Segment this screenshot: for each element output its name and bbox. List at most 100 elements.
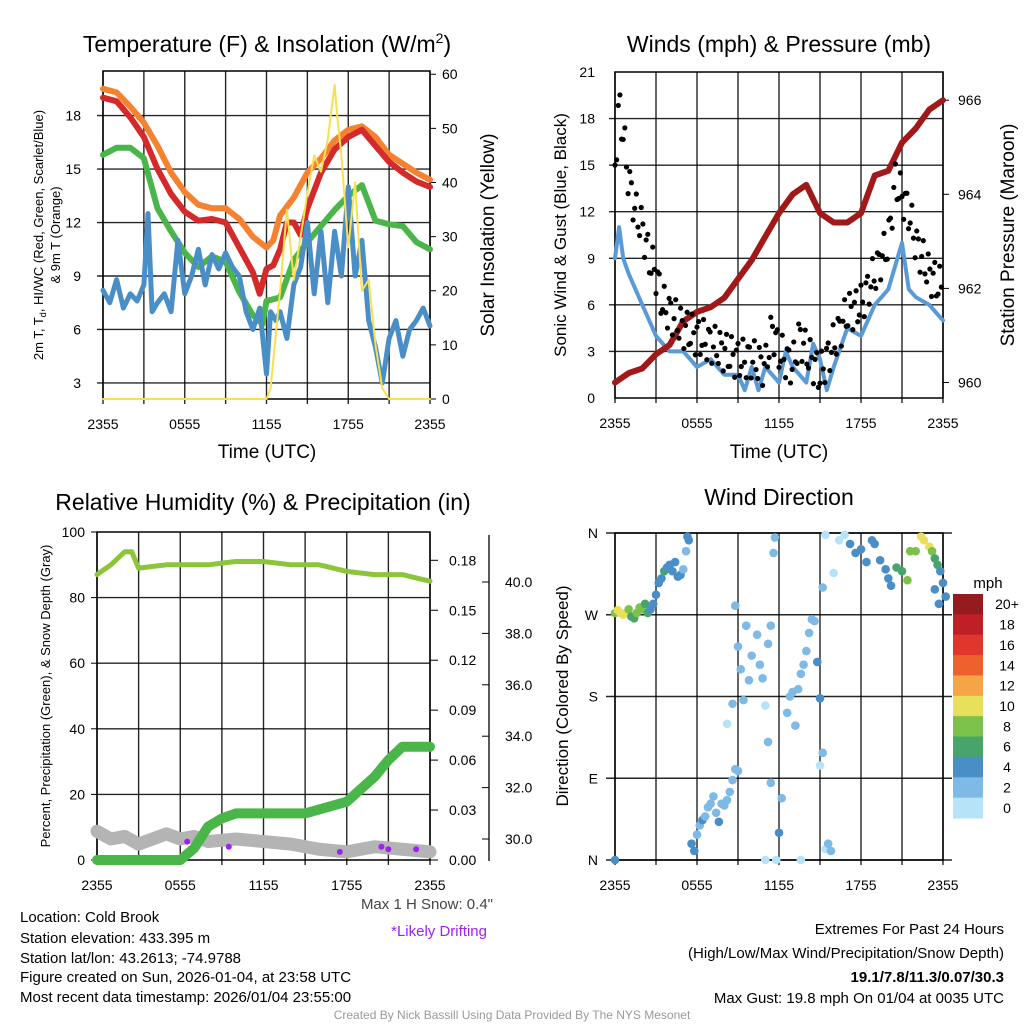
direction-point [796, 669, 806, 679]
direction-point [689, 846, 699, 856]
colorbar-label: 6 [1003, 739, 1011, 755]
gust-point [769, 323, 776, 329]
gust-point [727, 363, 733, 369]
y2-tick-label: 60 [442, 66, 458, 82]
gust-point [901, 216, 907, 222]
colorbar-label: 4 [1003, 759, 1011, 775]
gust-point [828, 349, 835, 355]
series-line-2m-t [100, 94, 433, 297]
x-tick-label: 1755 [845, 877, 876, 893]
y3-tick-label: 40.0 [505, 574, 532, 590]
x-tick-label: 1755 [333, 416, 364, 432]
gust-point [797, 326, 803, 333]
gust-point [807, 337, 813, 343]
gust-point [691, 330, 697, 336]
gust-point [740, 336, 746, 342]
direction-point [802, 646, 811, 656]
series-line-snow-depth [90, 824, 437, 859]
direction-point [930, 585, 940, 594]
direction-point [741, 621, 751, 630]
colorbar-swatch [953, 675, 983, 697]
colorbar-swatch [953, 716, 983, 738]
drifting-point [336, 848, 343, 855]
gust-point [915, 236, 922, 242]
gust-point [712, 323, 718, 329]
direction-point [752, 630, 762, 640]
direction-point [793, 684, 803, 694]
direction-point [884, 574, 893, 583]
x-tick-label: 1755 [331, 877, 362, 893]
humidity-ylabel: Percent, Precipitation (Green), & Snow D… [38, 545, 53, 848]
x-tick-label: 2355 [87, 416, 118, 432]
gust-point [643, 237, 649, 243]
gust-point [781, 356, 787, 362]
direction-point [875, 555, 885, 565]
gust-point [889, 225, 895, 231]
gust-point [860, 299, 866, 305]
gust-point [666, 295, 672, 302]
y-tick-label: 20 [69, 786, 85, 802]
direction-point [815, 694, 825, 703]
colorbar-swatch [953, 614, 983, 636]
direction-point [812, 657, 822, 667]
y-tick-label: 18 [579, 111, 595, 127]
temperature-ylabel-line2: & 9m T (Orange) [48, 186, 63, 283]
gust-point [937, 263, 943, 269]
gust-point [871, 278, 877, 284]
gust-point [817, 380, 823, 386]
gust-point [760, 382, 766, 389]
y2-tick-label: 0.00 [449, 852, 476, 868]
direction-point [739, 695, 748, 705]
y3-tick-label: 34.0 [505, 728, 532, 744]
wind-pressure-panel: Winds (mph) & Pressure (mb) Sonic Wind &… [551, 31, 1019, 463]
direction-point [761, 701, 770, 710]
direction-point [774, 828, 784, 838]
wind-direction-title: Wind Direction [704, 484, 854, 510]
gust-point [635, 224, 641, 230]
gust-point [730, 351, 736, 357]
gust-point [637, 232, 643, 239]
gust-point [664, 325, 671, 331]
direction-point [911, 546, 920, 556]
gust-point [848, 303, 854, 309]
x-tick-label: 1155 [251, 416, 281, 432]
direction-point [681, 546, 691, 556]
y-tick-label: 100 [62, 524, 86, 540]
direction-point [706, 799, 715, 808]
y-tick-label: 15 [579, 157, 595, 173]
solar-ylabel: Solar Insolation (Yellow) [478, 133, 499, 336]
direction-point [709, 792, 718, 801]
location-text: Location: Cold Brook [20, 909, 160, 926]
wind-ylabel: Sonic Wind & Gust (Blue, Black) [551, 113, 570, 357]
direction-point [692, 830, 702, 839]
series-line-9m-t [100, 85, 433, 251]
gust-point [687, 340, 694, 346]
gust-point [925, 251, 931, 257]
gust-point [879, 253, 885, 259]
y2-tick-label: 0 [442, 391, 450, 407]
gust-point [696, 318, 702, 325]
gust-point [930, 270, 936, 276]
gust-point [864, 273, 871, 279]
y-tick-label: 3 [73, 375, 81, 391]
colorbar-label: 0 [1003, 800, 1011, 816]
x-tick-label: 1155 [764, 877, 794, 893]
gust-point [801, 340, 807, 346]
gust-point [700, 316, 707, 323]
y2-tick-label: 0.03 [449, 802, 476, 818]
x-tick-label: 2355 [599, 415, 630, 431]
direction-point [771, 855, 781, 865]
gust-point [661, 283, 667, 289]
gust-point [768, 314, 774, 320]
gust-point [694, 324, 700, 330]
direction-point [818, 583, 828, 592]
series-line-pressure [612, 97, 946, 386]
colorbar-swatch [953, 594, 983, 615]
gust-point [917, 269, 923, 275]
gust-point [789, 366, 795, 372]
direction-point [881, 565, 890, 574]
gust-point [922, 271, 928, 277]
direction-point [763, 639, 773, 649]
direction-point [648, 599, 658, 609]
gust-point [766, 354, 772, 361]
